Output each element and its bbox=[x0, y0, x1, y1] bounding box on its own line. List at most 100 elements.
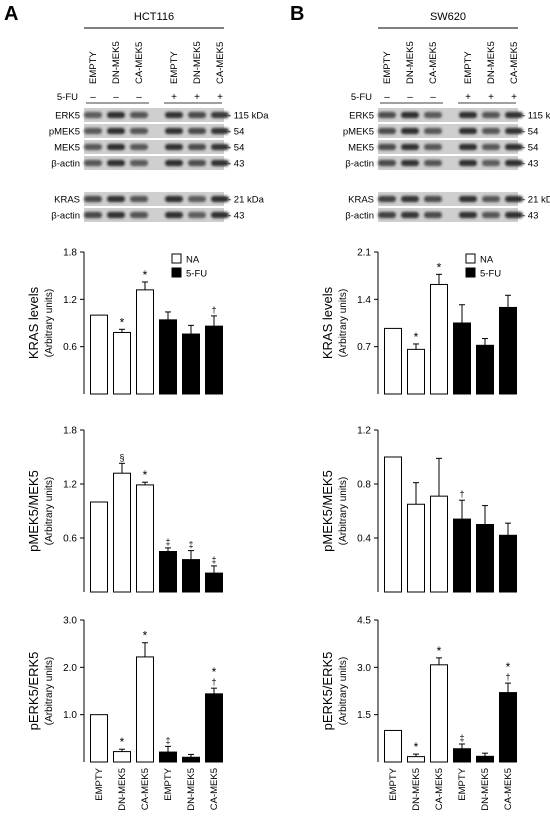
y-tick-label: 1.2 bbox=[357, 426, 371, 437]
y-axis-label: pERK5/ERK5 bbox=[320, 652, 335, 731]
blot-band bbox=[211, 211, 229, 219]
y-tick-label: 0.6 bbox=[63, 534, 77, 545]
treatment-mark: + bbox=[465, 92, 471, 103]
treatment-mark: – bbox=[113, 92, 119, 103]
blot-band bbox=[424, 195, 442, 203]
y-tick-label: 0.7 bbox=[357, 342, 371, 353]
legend-swatch bbox=[465, 267, 476, 278]
blot-band bbox=[459, 195, 477, 203]
protein-label: KRAS bbox=[348, 195, 374, 206]
significance-mark: * bbox=[120, 315, 125, 329]
bar bbox=[159, 551, 177, 593]
panel-letter: B bbox=[290, 3, 304, 25]
lane-label: DN-MEK5 bbox=[405, 41, 416, 84]
y-tick-label: 1.0 bbox=[63, 710, 77, 721]
blot-background bbox=[84, 124, 224, 138]
blot-band bbox=[211, 159, 229, 167]
bar bbox=[90, 314, 108, 395]
blot-band bbox=[401, 143, 419, 151]
blot-strip bbox=[378, 140, 523, 154]
significance-mark: * bbox=[506, 660, 511, 674]
x-tick-label: CA-MEK5 bbox=[503, 768, 514, 810]
blot-band bbox=[459, 111, 477, 119]
blot-strip bbox=[84, 156, 229, 170]
blot-band bbox=[505, 195, 523, 203]
blot-background bbox=[84, 108, 224, 122]
blot-band bbox=[482, 127, 500, 135]
lane-label: CA-MEK5 bbox=[509, 42, 520, 84]
bar bbox=[182, 559, 200, 593]
blot-background bbox=[84, 192, 224, 206]
blot-band bbox=[482, 159, 500, 167]
bar bbox=[384, 327, 402, 395]
blot-panel-B: B SW620 EMPTY DN-MEK5 CA-MEK5 EMPTY DN-MEK5 CA-… bbox=[290, 3, 550, 222]
protein-label: MEK5 bbox=[54, 143, 80, 154]
blot-band bbox=[401, 195, 419, 203]
legend-swatch bbox=[171, 267, 182, 278]
blot-band bbox=[378, 143, 396, 151]
blot-panel-A: A HCT116 EMPTY DN-MEK5 CA-MEK5 EMPTY DN-MEK5 CA… bbox=[4, 3, 269, 222]
protein-label: β-actin bbox=[345, 211, 374, 222]
blot-band bbox=[130, 127, 148, 135]
blot-band bbox=[378, 211, 396, 219]
blot-band bbox=[188, 159, 206, 167]
protein-label: pMEK5 bbox=[49, 127, 80, 138]
y-tick-label: 1.4 bbox=[357, 295, 371, 306]
blot-band bbox=[84, 127, 102, 135]
bar bbox=[113, 331, 131, 395]
bar bbox=[90, 501, 108, 593]
protein-label: β-actin bbox=[51, 159, 80, 170]
bar bbox=[499, 692, 517, 763]
blot-band bbox=[378, 127, 396, 135]
blot-band bbox=[84, 195, 102, 203]
size-marker: - 43 bbox=[228, 211, 244, 222]
y-tick-label: 1.2 bbox=[63, 480, 77, 491]
blot-band bbox=[165, 159, 183, 167]
blot-strip bbox=[378, 124, 523, 138]
blot-strip bbox=[378, 108, 523, 122]
treatment-label: 5-FU bbox=[351, 92, 372, 103]
blot-band bbox=[130, 195, 148, 203]
x-tick-label: CA-MEK5 bbox=[434, 768, 445, 810]
bar bbox=[453, 748, 471, 763]
bar bbox=[453, 322, 471, 395]
blot-strip bbox=[378, 208, 523, 222]
blot-band bbox=[424, 159, 442, 167]
x-tick-label: CA-MEK5 bbox=[209, 768, 220, 810]
x-tick-label: DN-MEK5 bbox=[480, 768, 491, 811]
blot-band bbox=[165, 111, 183, 119]
bar-chart: 0.6 1.2 1.8 KRAS levels (Arbitrary units) * * †… bbox=[26, 248, 223, 395]
blot-band bbox=[459, 159, 477, 167]
lane-label: EMPTY bbox=[169, 51, 180, 84]
blot-background bbox=[378, 108, 518, 122]
significance-mark: * bbox=[212, 665, 217, 679]
x-tick-label: CA-MEK5 bbox=[140, 768, 151, 810]
blot-band bbox=[505, 111, 523, 119]
bar bbox=[182, 333, 200, 395]
lane-label: EMPTY bbox=[463, 51, 474, 84]
blot-band bbox=[130, 211, 148, 219]
x-tick-label: DN-MEK5 bbox=[411, 768, 422, 811]
bar bbox=[430, 664, 448, 763]
blot-band bbox=[165, 143, 183, 151]
size-marker: - 43 bbox=[522, 159, 538, 170]
blot-background bbox=[378, 140, 518, 154]
protein-label: KRAS bbox=[54, 195, 80, 206]
significance-mark: * bbox=[414, 740, 419, 754]
blot-band bbox=[482, 195, 500, 203]
blot-strip bbox=[378, 156, 523, 170]
y-axis-sublabel: (Arbitrary units) bbox=[338, 289, 349, 357]
y-tick-label: 1.8 bbox=[63, 248, 77, 259]
legend-swatch bbox=[465, 253, 476, 264]
y-tick-label: 3.0 bbox=[357, 663, 371, 674]
y-axis-label: pMEK5/MEK5 bbox=[320, 470, 335, 552]
protein-label: MEK5 bbox=[348, 143, 374, 154]
significance-mark: * bbox=[143, 468, 148, 482]
significance-mark: ‡ bbox=[188, 540, 193, 550]
bar bbox=[113, 751, 131, 763]
cell-line-label: SW620 bbox=[430, 11, 466, 23]
blot-band bbox=[424, 111, 442, 119]
blot-band bbox=[401, 211, 419, 219]
size-marker: - 54 bbox=[228, 143, 244, 154]
blot-band bbox=[188, 195, 206, 203]
